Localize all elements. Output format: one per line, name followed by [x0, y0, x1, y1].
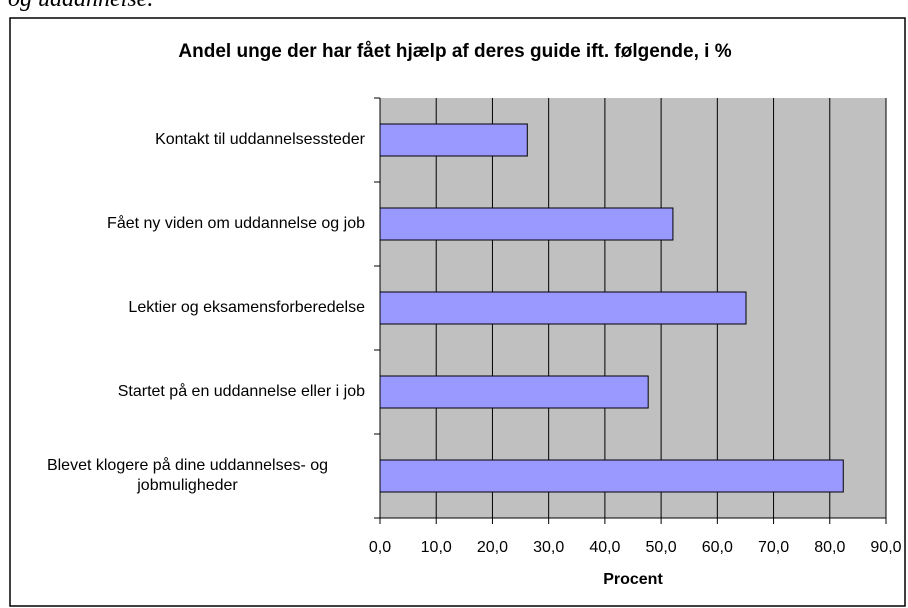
y-tick-label: Fået ny viden om uddannelse og job	[107, 215, 365, 232]
x-tick-label: 30,0	[533, 539, 564, 556]
x-axis-label: Procent	[603, 571, 663, 588]
y-tick-label: Lektier og eksamensforberedelse	[128, 299, 365, 316]
bar	[379, 375, 649, 409]
bar	[379, 207, 674, 241]
y-tick-label: Startet på en uddannelse eller i job	[117, 383, 365, 400]
header-text: og uddannelse.	[8, 0, 153, 13]
chart-title: Andel unge der har fået hjælp af deres g…	[178, 41, 731, 62]
y-tick-label-box: Startet på en uddannelse eller i job	[10, 382, 365, 402]
y-tick-label-box: Blevet klogere på dine uddannelses- og j…	[10, 456, 365, 496]
y-tick-label: Kontakt til uddannelsessteder	[155, 131, 365, 148]
x-tick-label: 10,0	[421, 539, 452, 556]
x-tick-label: 0,0	[369, 539, 391, 556]
y-tick-label: Blevet klogere på dine uddannelses- og j…	[46, 457, 329, 494]
bar	[379, 123, 528, 157]
x-tick-label: 60,0	[702, 539, 733, 556]
bar	[379, 291, 747, 325]
x-tick-label: 70,0	[758, 539, 789, 556]
bar	[379, 459, 844, 493]
x-tick-label: 90,0	[870, 539, 901, 556]
y-tick-label-box: Lektier og eksamensforberedelse	[10, 298, 365, 318]
y-tick-label-box: Kontakt til uddannelsessteder	[10, 130, 365, 150]
x-tick-label: 40,0	[589, 539, 620, 556]
x-tick-label: 50,0	[646, 539, 677, 556]
y-tick-label-box: Fået ny viden om uddannelse og job	[10, 214, 365, 234]
x-tick-label: 20,0	[477, 539, 508, 556]
x-tick-label: 80,0	[814, 539, 845, 556]
